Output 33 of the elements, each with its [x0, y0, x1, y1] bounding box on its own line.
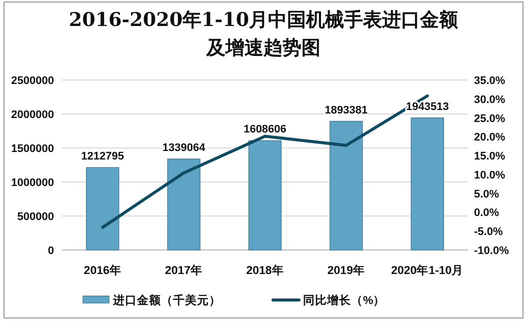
- bar: [167, 158, 200, 250]
- chart-title: 2016-2020年1-10月中国机械手表进口金额及增速趋势图: [68, 8, 460, 61]
- data-label: 1339064: [162, 142, 206, 154]
- y2-tick-label: -5.0%: [474, 226, 503, 238]
- y-tick-label: 2500000: [11, 75, 54, 87]
- x-tick-label: 2018年: [246, 263, 284, 277]
- legend-label: 进口金额（千美元）: [112, 293, 221, 307]
- y2-tick-label: 25.0%: [474, 112, 506, 125]
- bar: [330, 120, 363, 250]
- y-tick-label: 1000000: [11, 177, 54, 189]
- x-tick-label: 2019年: [327, 263, 365, 277]
- bar: [410, 117, 444, 250]
- x-tick-label: 2017年: [165, 263, 203, 277]
- y2-tick-label: 15.0%: [474, 150, 506, 163]
- y2-tick-label: 20.0%: [474, 132, 506, 144]
- y2-tick-label: -10.0%: [474, 245, 510, 257]
- y2-tick-label: 30.0%: [474, 94, 506, 106]
- legend-label: 同比增长（%）: [303, 293, 386, 307]
- y-tick-label: 1500000: [11, 143, 54, 155]
- bar: [86, 167, 120, 250]
- bar: [248, 140, 282, 250]
- y-tick-label: 0: [48, 245, 54, 257]
- x-tick-label: 2016年: [84, 263, 122, 277]
- y2-tick-label: 0.0%: [474, 207, 500, 220]
- y-tick-label: 2000000: [11, 109, 54, 121]
- data-label: 1212795: [81, 150, 124, 163]
- y-tick-label: 500000: [17, 211, 54, 223]
- data-label: 1608606: [244, 124, 286, 136]
- y2-tick-label: 10.0%: [474, 169, 506, 182]
- data-label: 1893381: [324, 104, 368, 116]
- y2-tick-label: 35.0%: [474, 75, 506, 87]
- y2-tick-label: 5.0%: [474, 188, 500, 200]
- x-tick-label: 2020年1-10月: [391, 263, 464, 277]
